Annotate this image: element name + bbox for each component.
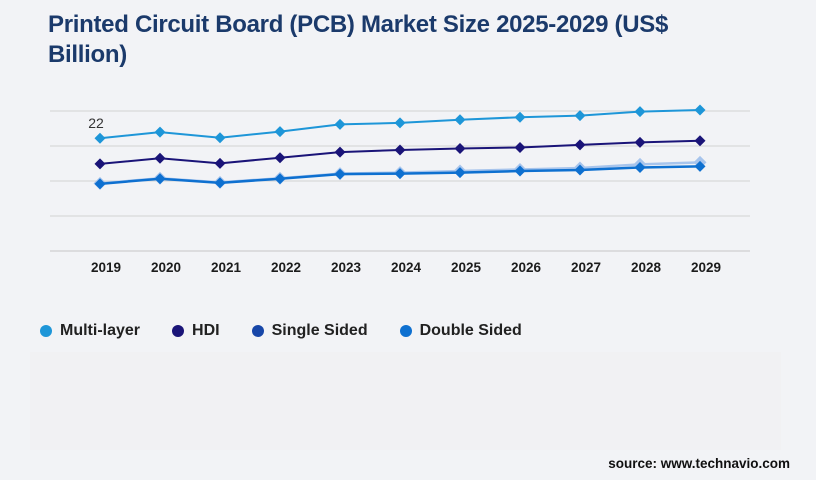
legend-item-single-sided[interactable]: Single Sided [251, 322, 368, 340]
legend-item-hdi[interactable]: HDI [172, 322, 220, 340]
data-point-marker [634, 106, 646, 118]
data-point-marker [694, 160, 706, 172]
line-chart-canvas: 22 2019 2020 2021 2022 2023 2024 2025 2026 2027 20… [50, 104, 750, 275]
data-point-marker [394, 168, 406, 180]
data-point-marker [94, 178, 106, 190]
data-point-marker [154, 126, 166, 138]
source-note: source: www.technavio.com [608, 456, 790, 471]
data-point-marker [334, 118, 346, 130]
data-point-marker [454, 167, 466, 179]
legend-item-multi-layer[interactable]: Multi-layer [40, 322, 140, 340]
data-point-marker [574, 164, 586, 176]
legend-item-label: Multi-layer [60, 322, 141, 339]
data-point-marker [394, 117, 406, 129]
data-point-marker [94, 158, 106, 170]
legend-dot-icon [399, 325, 412, 337]
data-point-marker [334, 146, 346, 158]
point-data-label: 22 [88, 115, 104, 131]
legend-dot-icon [40, 325, 52, 337]
x-axis-tick-label: 2019 [91, 260, 121, 275]
data-point-marker [454, 114, 466, 126]
x-axis-tick-label: 2027 [571, 260, 601, 275]
legend-item-double-sided[interactable]: Double Sided [399, 322, 522, 340]
data-point-marker [154, 152, 166, 164]
data-point-marker [274, 152, 286, 164]
x-axis-tick-label: 2025 [451, 260, 482, 275]
legend-dot-icon [172, 325, 185, 337]
x-axis-tick-label: 2021 [211, 260, 242, 275]
data-point-marker [694, 104, 706, 116]
data-point-marker [394, 144, 406, 156]
x-axis-tick-label: 2023 [331, 260, 362, 275]
data-point-marker [214, 132, 226, 144]
legend-item-label: HDI [192, 322, 220, 339]
x-axis-tick-label: 2026 [511, 260, 542, 275]
data-point-marker [514, 141, 526, 153]
data-point-marker [274, 173, 286, 185]
chart-legend: Multi-layer HDI Single Sided Double Sided [40, 322, 522, 340]
data-point-marker [334, 168, 346, 180]
data-point-marker [634, 136, 646, 148]
legend-item-label: Single Sided [271, 322, 368, 339]
data-point-marker [214, 177, 226, 189]
data-point-marker [94, 132, 106, 144]
data-point-marker [454, 142, 466, 154]
x-axis-tick-label: 2029 [691, 260, 721, 275]
data-point-marker [514, 111, 526, 123]
data-point-marker [634, 161, 646, 173]
x-axis-tick-label: 2024 [391, 260, 422, 275]
data-point-marker [514, 165, 526, 177]
x-axis-tick-label: 2022 [271, 260, 301, 275]
lower-panel [30, 352, 781, 450]
data-point-marker [154, 173, 166, 185]
legend-item-label: Double Sided [419, 322, 522, 339]
x-axis-tick-label: 2020 [151, 260, 181, 275]
pcb-market-chart: 22 2019 2020 2021 2022 2023 2024 2025 2026 2027 20… [0, 88, 816, 284]
data-point-marker [574, 139, 586, 151]
data-point-marker [694, 135, 706, 147]
legend-dot-icon [251, 325, 264, 337]
data-point-marker [274, 126, 286, 138]
data-point-marker [214, 157, 226, 169]
x-axis-tick-label: 2028 [631, 260, 662, 275]
data-point-marker [574, 110, 586, 122]
chart-title: Printed Circuit Board (PCB) Market Size … [48, 11, 668, 68]
